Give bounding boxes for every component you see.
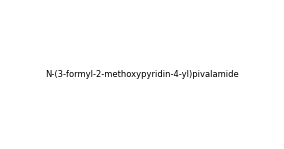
Text: N-(3-formyl-2-methoxypyridin-4-yl)pivalamide: N-(3-formyl-2-methoxypyridin-4-yl)pivala… — [45, 70, 239, 79]
